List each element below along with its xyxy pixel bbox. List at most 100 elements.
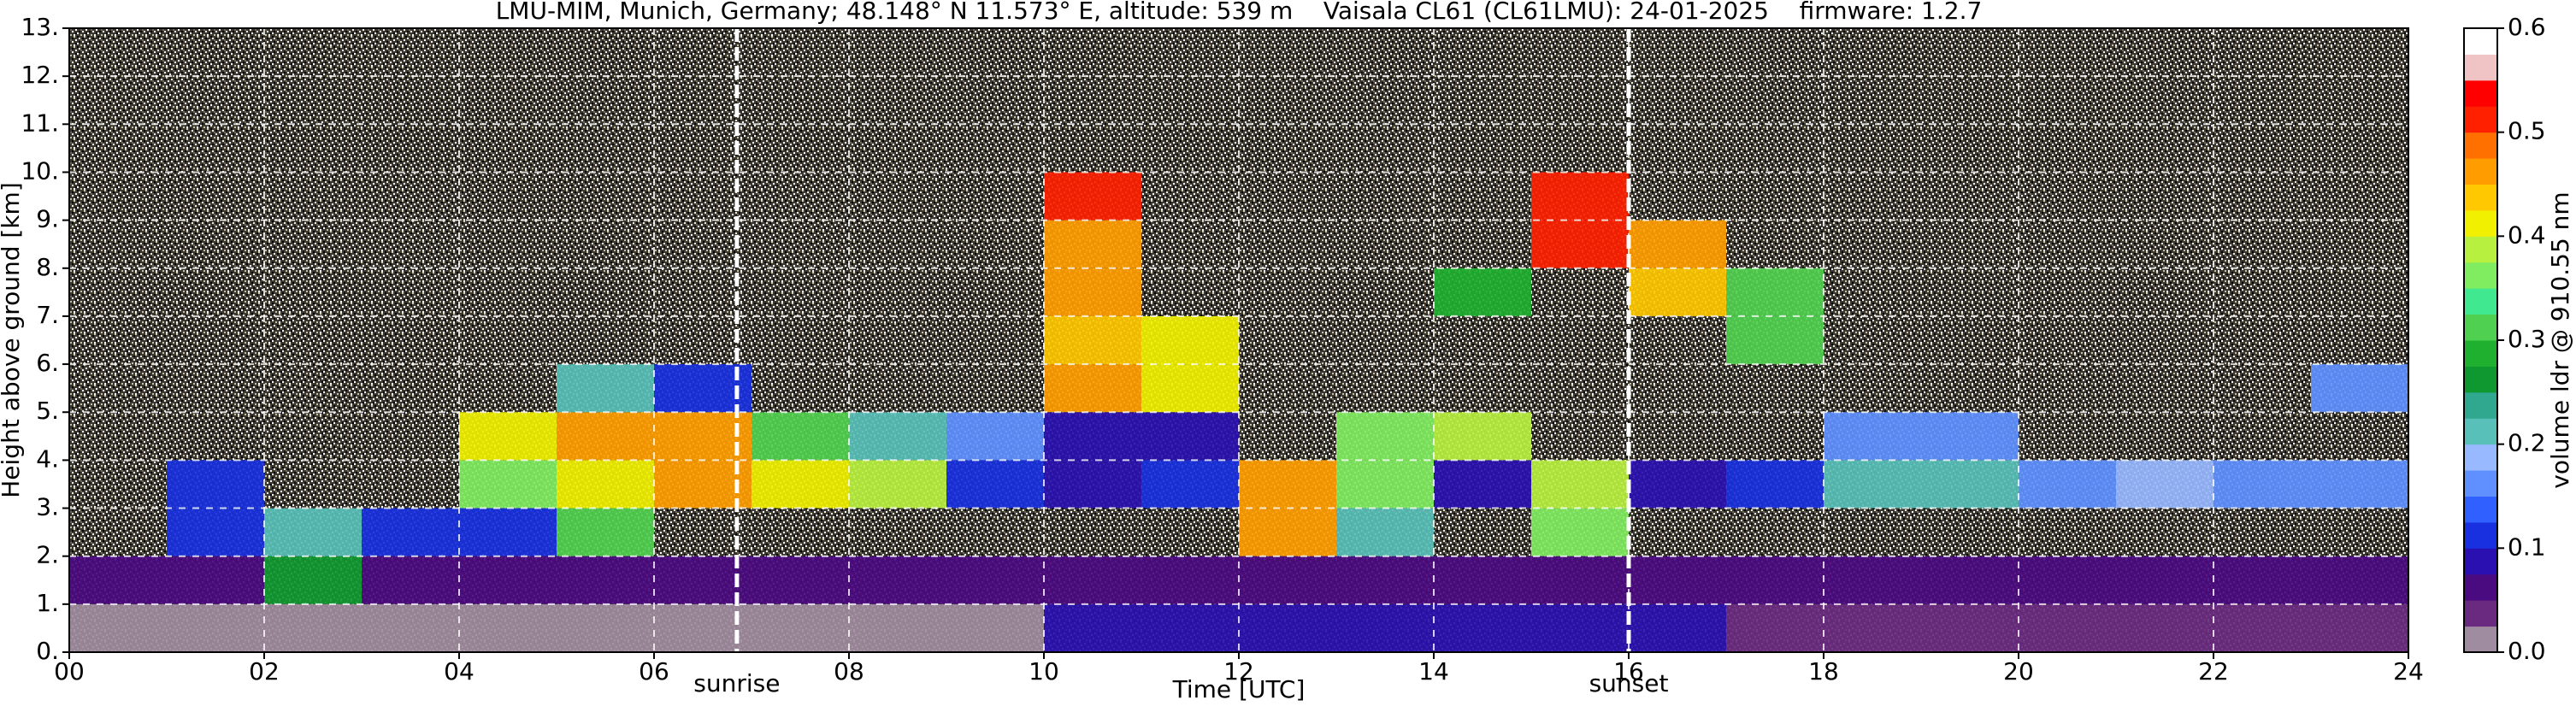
heatmap-cell	[557, 460, 654, 509]
x-tick-label: 08	[834, 657, 864, 685]
colorbar-level	[2464, 521, 2497, 549]
heatmap-cell	[167, 603, 264, 652]
x-tick-label: 20	[2003, 657, 2034, 685]
colorbar-tick-label: 0.5	[2508, 117, 2546, 145]
x-tick-label: 04	[444, 657, 475, 685]
heatmap	[69, 172, 2408, 652]
colorbar-tick-label: 0.1	[2508, 532, 2546, 561]
heatmap-cell	[1336, 603, 1434, 652]
heatmap-cell	[1921, 603, 2019, 652]
colorbar-label: volume ldr @ 910.55 nm	[2546, 191, 2574, 488]
heatmap-cell	[1531, 556, 1629, 604]
heatmap-cell	[1434, 556, 1531, 604]
colorbar-level	[2464, 626, 2497, 653]
colorbar-level	[2464, 54, 2497, 81]
heatmap-cell	[752, 603, 849, 652]
heatmap-cell	[1726, 556, 1824, 604]
heatmap-cell	[1629, 268, 1726, 316]
heatmap-cell	[1141, 603, 1239, 652]
heatmap-cell	[1141, 556, 1239, 604]
y-tick-label: 0.	[36, 637, 59, 665]
x-tick-label: 12	[1223, 657, 1254, 685]
colorbar-level	[2464, 209, 2497, 237]
heatmap-cell	[1434, 460, 1531, 509]
heatmap-cell	[167, 556, 264, 604]
heatmap-cell	[2019, 556, 2116, 604]
heatmap-cell	[1824, 412, 1921, 461]
heatmap-cell	[1531, 508, 1629, 556]
colorbar-tick-label: 0.3	[2508, 325, 2546, 353]
colorbar-level	[2464, 158, 2497, 185]
heatmap-cell	[1726, 268, 1824, 316]
heatmap-cell	[1336, 508, 1434, 556]
colorbar-level	[2464, 366, 2497, 393]
heatmap-cell	[459, 508, 557, 556]
heatmap-cell	[1726, 603, 1824, 652]
heatmap-cell	[2311, 556, 2408, 604]
heatmap-cell	[459, 412, 557, 461]
x-tick-label: 24	[2393, 657, 2424, 685]
heatmap-cell	[362, 603, 459, 652]
colorbar-level	[2464, 132, 2497, 159]
y-tick-label: 9.	[36, 205, 59, 233]
heatmap-cell	[1141, 364, 1239, 413]
heatmap-cell	[1044, 268, 1141, 316]
heatmap-cell	[69, 556, 167, 604]
heatmap-cell	[2116, 603, 2213, 652]
heatmap-cell	[167, 508, 264, 556]
colorbar-level	[2464, 444, 2497, 471]
heatmap-cell	[946, 603, 1044, 652]
heatmap-cell	[1044, 460, 1141, 509]
heatmap-cell	[1531, 603, 1629, 652]
y-tick-label: 3.	[36, 493, 59, 521]
chart-title: LMU-MIM, Munich, Germany; 48.148° N 11.5…	[496, 0, 1983, 25]
heatmap-cell	[1629, 556, 1726, 604]
heatmap-cell	[2213, 556, 2311, 604]
heatmap-cell	[849, 460, 946, 509]
y-tick-label: 8.	[36, 253, 59, 281]
heatmap-cell	[849, 603, 946, 652]
y-tick-label: 1.	[36, 589, 59, 617]
heatmap-cell	[1531, 460, 1629, 509]
heatmap-cell	[1239, 603, 1336, 652]
heatmap-cell	[1044, 172, 1141, 221]
colorbar-level	[2464, 548, 2497, 575]
heatmap-cell	[1921, 412, 2019, 461]
heatmap-cell	[1044, 412, 1141, 461]
heatmap-cell	[2311, 603, 2408, 652]
colorbar-level	[2464, 288, 2497, 315]
colorbar-tick-label: 0.6	[2508, 13, 2546, 41]
heatmap-cell	[1141, 460, 1239, 509]
heatmap-cell	[69, 603, 167, 652]
colorbar-tick-label: 0.0	[2508, 637, 2546, 665]
x-tick-label: 14	[1418, 657, 1449, 685]
heatmap-cell	[1239, 556, 1336, 604]
heatmap-cell	[1044, 603, 1141, 652]
x-tick-label: 00	[54, 657, 85, 685]
heatmap-cell	[557, 364, 654, 413]
heatmap-cell	[1629, 460, 1726, 509]
colorbar-tick-label: 0.2	[2508, 429, 2546, 457]
x-tick-label: 06	[639, 657, 669, 685]
heatmap-cell	[1824, 460, 1921, 509]
heatmap-cell	[752, 556, 849, 604]
heatmap-cell	[752, 412, 849, 461]
colorbar-level	[2464, 28, 2497, 55]
heatmap-cell	[1434, 268, 1531, 316]
heatmap-cell	[264, 508, 362, 556]
heatmap-cell	[557, 412, 654, 461]
x-tick-label: 22	[2198, 657, 2229, 685]
heatmap-cell	[557, 508, 654, 556]
x-tick-label: 02	[249, 657, 280, 685]
colorbar-tick-label: 0.4	[2508, 221, 2546, 249]
heatmap-cell	[2311, 460, 2408, 509]
x-tick-label: 10	[1029, 657, 1059, 685]
y-tick-label: 10.	[21, 156, 59, 185]
heatmap-cell	[1239, 508, 1336, 556]
heatmap-cell	[1336, 556, 1434, 604]
heatmap-cell	[1336, 412, 1434, 461]
heatmap-cell	[1824, 603, 1921, 652]
heatmap-cell	[2311, 364, 2408, 413]
heatmap-cell	[264, 603, 362, 652]
heatmap-cell	[557, 556, 654, 604]
